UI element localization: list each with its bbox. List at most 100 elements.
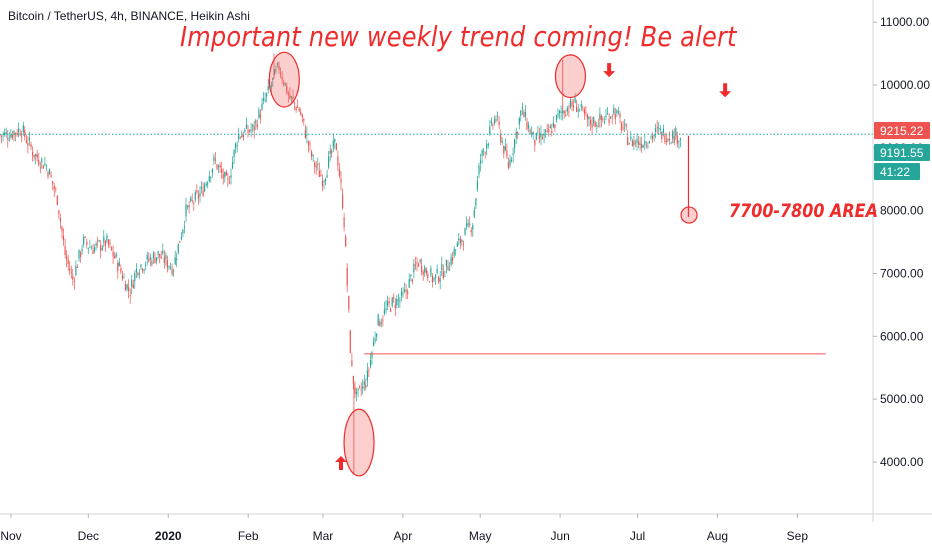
candle-body bbox=[151, 261, 153, 265]
candle-body bbox=[283, 82, 285, 85]
candles-layer bbox=[0, 53, 681, 475]
y-tick-label: 10000.00 bbox=[880, 78, 930, 92]
candle-body bbox=[174, 257, 176, 265]
highlight-ellipse bbox=[554, 54, 587, 99]
candle-body bbox=[588, 116, 590, 119]
candle-body bbox=[585, 111, 587, 113]
price-badge-label: 9215.22 bbox=[880, 124, 924, 138]
candle-body bbox=[208, 176, 210, 182]
price-badge bbox=[874, 144, 930, 161]
y-tick-label: 7000.00 bbox=[880, 267, 924, 281]
candle-body bbox=[278, 65, 280, 70]
arrow-up-icon bbox=[335, 456, 347, 470]
candle-body bbox=[58, 210, 60, 215]
candle-body bbox=[397, 299, 399, 301]
candle-body bbox=[152, 252, 155, 258]
candle-body bbox=[328, 156, 330, 168]
candle-body bbox=[204, 185, 206, 191]
candle-body bbox=[86, 241, 88, 245]
candle-body bbox=[354, 387, 356, 394]
candle-body bbox=[256, 124, 258, 128]
candle-body bbox=[574, 98, 576, 103]
candle-body bbox=[678, 141, 680, 142]
candle-body bbox=[124, 284, 127, 291]
candle-body bbox=[275, 69, 277, 72]
candle-body bbox=[227, 178, 229, 180]
candle-body bbox=[103, 236, 105, 242]
candle-body bbox=[69, 268, 71, 271]
candle-body bbox=[45, 166, 48, 167]
candle-body bbox=[653, 134, 655, 137]
candle-body bbox=[659, 128, 661, 130]
candle-body bbox=[39, 167, 41, 169]
candle-body bbox=[190, 197, 192, 201]
y-tick-label: 5000.00 bbox=[880, 392, 924, 406]
candle-body bbox=[111, 247, 113, 250]
candle-body bbox=[259, 114, 261, 118]
candle-body bbox=[436, 268, 438, 273]
candle-body bbox=[349, 330, 351, 353]
candle-body bbox=[481, 150, 483, 156]
candle-body bbox=[109, 243, 111, 245]
candle-body bbox=[492, 124, 494, 126]
candle-body bbox=[509, 159, 511, 166]
candle-body bbox=[676, 136, 678, 144]
candle-body bbox=[233, 150, 235, 158]
candle-body bbox=[264, 99, 266, 101]
candle-body bbox=[205, 183, 207, 186]
candle-body bbox=[391, 297, 393, 306]
candle-body bbox=[557, 113, 559, 115]
candle-body bbox=[123, 277, 125, 279]
candle-body bbox=[66, 256, 68, 260]
candle-body bbox=[559, 110, 561, 114]
candle-body bbox=[148, 258, 150, 261]
candle-body bbox=[602, 118, 604, 120]
candle-body bbox=[324, 178, 327, 182]
candle-body bbox=[396, 298, 398, 306]
candle-body bbox=[41, 159, 43, 162]
candle-body bbox=[92, 250, 94, 255]
candle-body bbox=[142, 269, 144, 271]
price-badge-label: 41:22 bbox=[880, 165, 910, 179]
candle-body bbox=[526, 121, 528, 130]
candle-body bbox=[523, 112, 525, 118]
candle-body bbox=[317, 164, 319, 165]
candle-body bbox=[473, 209, 475, 217]
candle-body bbox=[416, 262, 418, 264]
candle-body bbox=[627, 137, 629, 145]
candle-body bbox=[613, 108, 615, 114]
candle-body bbox=[218, 165, 220, 167]
candle-body bbox=[326, 175, 328, 178]
candle-body bbox=[670, 142, 672, 144]
candle-body bbox=[390, 308, 392, 312]
candle-body bbox=[117, 262, 119, 271]
candle-body bbox=[329, 150, 331, 154]
candle-body bbox=[548, 129, 550, 133]
candle-body bbox=[647, 146, 649, 147]
candle-body bbox=[572, 105, 575, 108]
x-tick-label: Apr bbox=[394, 529, 413, 543]
candle-body bbox=[132, 284, 134, 289]
candle-body bbox=[53, 185, 55, 190]
candle-body bbox=[622, 127, 624, 129]
candle-body bbox=[541, 137, 544, 140]
candle-body bbox=[182, 229, 184, 234]
candle-body bbox=[225, 171, 227, 176]
candle-body bbox=[593, 117, 595, 124]
candle-body bbox=[24, 129, 26, 137]
candle-body bbox=[658, 127, 660, 129]
candle-body bbox=[239, 137, 241, 139]
y-tick-label: 4000.00 bbox=[880, 455, 924, 469]
candle-body bbox=[648, 141, 650, 143]
candle-body bbox=[101, 247, 103, 250]
x-tick-label: May bbox=[469, 529, 492, 543]
candle-body bbox=[400, 291, 403, 296]
x-tick-label: Feb bbox=[238, 529, 259, 543]
candle-body bbox=[365, 385, 367, 389]
candle-body bbox=[107, 240, 110, 245]
candle-body bbox=[154, 258, 156, 263]
candle-body bbox=[616, 110, 618, 114]
candle-body bbox=[610, 117, 612, 119]
